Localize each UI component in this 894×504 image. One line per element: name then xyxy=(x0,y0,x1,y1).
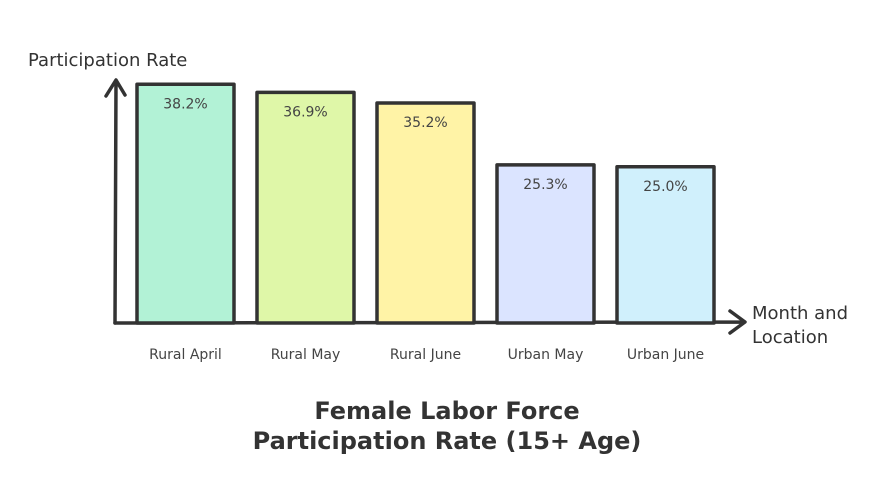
x-axis-label: Month and Location xyxy=(752,303,849,348)
x-tick-label: Urban June xyxy=(627,347,704,363)
value-label: 36.9% xyxy=(283,104,327,120)
y-axis xyxy=(104,78,127,325)
x-tick-label: Urban May xyxy=(508,347,584,363)
y-axis-label: Participation Rate xyxy=(28,50,188,71)
bar xyxy=(135,82,236,325)
chart-title: Female Labor Force Participation Rate (1… xyxy=(252,397,642,455)
x-tick-label: Rural June xyxy=(390,347,461,363)
bar xyxy=(255,90,356,325)
value-label: 35.2% xyxy=(403,115,447,131)
bar xyxy=(495,163,596,325)
bar xyxy=(375,101,476,325)
value-label: 38.2% xyxy=(163,96,207,112)
value-label: 25.3% xyxy=(523,177,567,193)
value-label: 25.0% xyxy=(643,179,687,195)
x-tick-label: Rural April xyxy=(149,347,222,363)
bar xyxy=(615,165,716,325)
x-tick-label: Rural May xyxy=(271,347,341,363)
